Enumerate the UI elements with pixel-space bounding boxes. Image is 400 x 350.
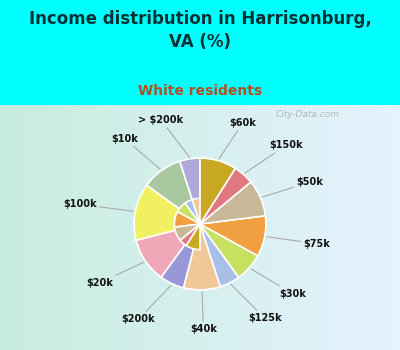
Text: $30k: $30k [251,269,306,299]
Wedge shape [161,199,215,288]
Text: City-Data.com: City-Data.com [275,110,339,119]
Text: $20k: $20k [86,262,144,288]
Text: $125k: $125k [231,284,282,323]
Wedge shape [185,199,239,287]
Text: $100k: $100k [63,199,134,211]
Wedge shape [184,198,220,290]
Wedge shape [174,182,265,240]
Text: $200k: $200k [122,285,171,324]
Wedge shape [147,161,221,248]
Wedge shape [180,168,251,246]
Wedge shape [180,158,208,250]
Text: $40k: $40k [190,292,217,334]
Wedge shape [178,203,258,277]
Text: Income distribution in Harrisonburg,
VA (%): Income distribution in Harrisonburg, VA … [29,10,371,51]
Wedge shape [134,185,226,240]
Text: $150k: $150k [245,140,303,173]
Text: $60k: $60k [219,118,256,159]
Wedge shape [136,203,225,277]
Text: > $200k: > $200k [138,115,190,157]
Wedge shape [186,158,235,250]
Wedge shape [174,212,266,256]
Text: $75k: $75k [266,237,330,249]
Text: White residents: White residents [138,84,262,98]
Text: $50k: $50k [262,177,324,197]
Text: $10k: $10k [111,134,160,169]
